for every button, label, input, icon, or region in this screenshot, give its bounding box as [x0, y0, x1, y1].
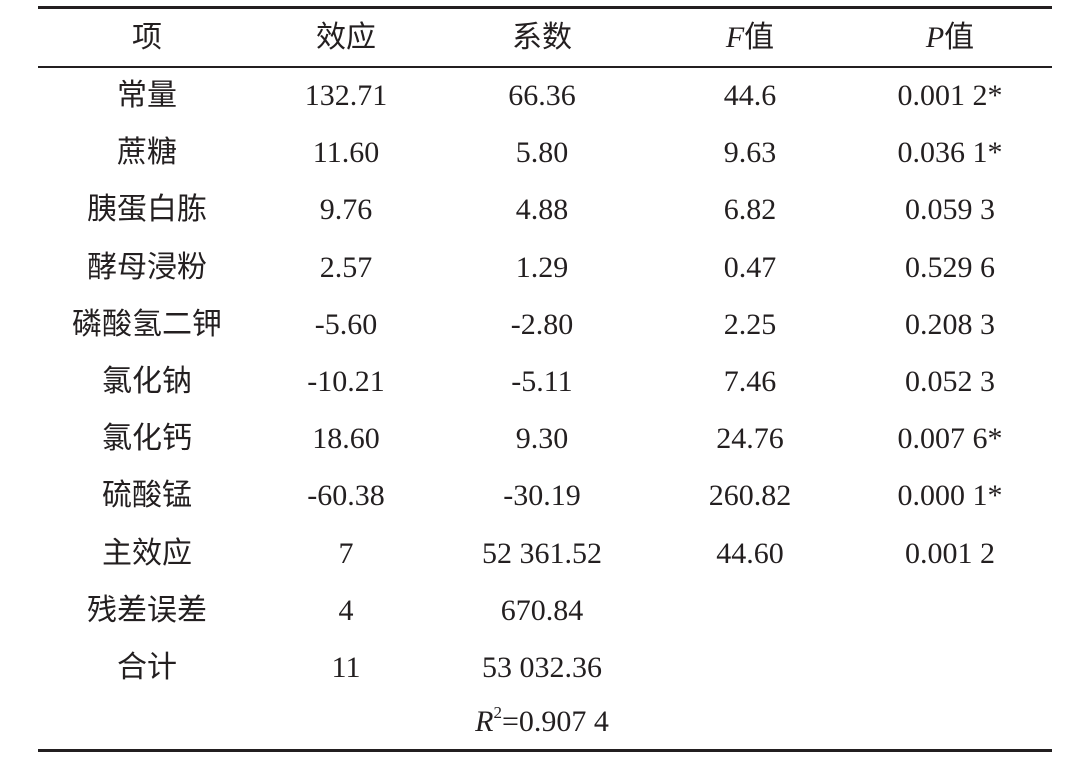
table-cell: 主效应	[102, 536, 192, 570]
cell-text: 效应	[316, 21, 376, 54]
table-cell: 0.001 2	[905, 536, 995, 570]
table-cell: 蔗糖	[117, 136, 177, 170]
table-cell: 合计	[117, 651, 177, 684]
table-cell: 4.88	[515, 193, 569, 227]
table-cell: 氯化钠	[102, 365, 192, 398]
table-cell: 18.60	[312, 422, 380, 456]
cell-text: =0.907 4	[501, 705, 609, 738]
table-cell: 0.47	[723, 250, 777, 284]
cell-text: 值	[944, 21, 975, 54]
italic-symbol: F	[725, 21, 745, 54]
table-cell: -60.38	[307, 479, 385, 513]
table-cell: 5.80	[515, 136, 569, 170]
superscript: 2	[493, 703, 502, 722]
cell-text: 系数	[512, 21, 572, 54]
table-cell: 66.36	[508, 79, 576, 112]
table-cell: 常量	[117, 79, 177, 112]
table-cell: 氯化钙	[102, 422, 192, 456]
table-cell: 2.25	[723, 307, 777, 341]
table-cell: -10.21	[307, 365, 385, 398]
table-cell: -30.19	[503, 479, 581, 513]
table-cell: 44.6	[723, 79, 777, 112]
header-cell: 系数	[512, 23, 572, 53]
table-cell: 磷酸氢二钾	[72, 307, 222, 341]
table-cell: 0.529 6	[905, 250, 995, 284]
header-cell: F值	[726, 23, 774, 53]
table-cell: 11	[331, 651, 361, 684]
table-cell: 9.76	[319, 193, 373, 227]
table-cell: 6.82	[723, 193, 777, 227]
table-cell: 硫酸锰	[102, 479, 192, 513]
table-cell: 11.60	[312, 136, 380, 170]
italic-symbol: P	[925, 21, 945, 54]
cell-text: 值	[744, 21, 775, 54]
table-cell: 0.001 2*	[897, 79, 1003, 112]
cell-text: 项	[132, 21, 162, 54]
table-cell: 0.000 1*	[897, 479, 1003, 513]
table-cell: 7.46	[723, 365, 777, 398]
table-cell: 260.82	[708, 479, 792, 513]
footer-cell: R2=0.907 4	[475, 704, 609, 738]
table-cell: 9.30	[515, 422, 569, 456]
header-cell: P值	[926, 23, 974, 53]
header-cell: 项	[132, 23, 162, 53]
table-cell: -5.60	[314, 307, 378, 341]
table-cell: -2.80	[510, 307, 574, 341]
table-cell: 酵母浸粉	[87, 250, 207, 284]
top-rule	[38, 6, 1052, 9]
table-cell: 1.29	[515, 250, 569, 284]
table-cell: 9.63	[723, 136, 777, 170]
header-rule	[38, 66, 1052, 68]
table-cell: 0.007 6*	[897, 422, 1003, 456]
table-cell: 7	[338, 536, 354, 570]
table-cell: 0.052 3	[905, 365, 995, 398]
table-cell: 670.84	[500, 593, 584, 627]
table-cell: 残差误差	[87, 593, 207, 627]
table-cell: 胰蛋白胨	[87, 193, 207, 227]
table-cell: 52 361.52	[482, 536, 602, 570]
header-cell: 效应	[316, 23, 376, 53]
table-cell: 0.208 3	[905, 307, 995, 341]
table-cell: 24.76	[716, 422, 784, 456]
table-cell: -5.11	[511, 365, 573, 398]
table-cell: 132.71	[304, 79, 388, 112]
table-cell: 44.60	[716, 536, 784, 570]
italic-symbol: R	[475, 705, 494, 738]
table-cell: 53 032.36	[482, 651, 602, 684]
bottom-rule	[38, 749, 1052, 752]
table-cell: 0.059 3	[905, 193, 995, 227]
table-cell: 0.036 1*	[897, 136, 1003, 170]
table-cell: 2.57	[319, 250, 373, 284]
table-cell: 4	[338, 593, 354, 627]
